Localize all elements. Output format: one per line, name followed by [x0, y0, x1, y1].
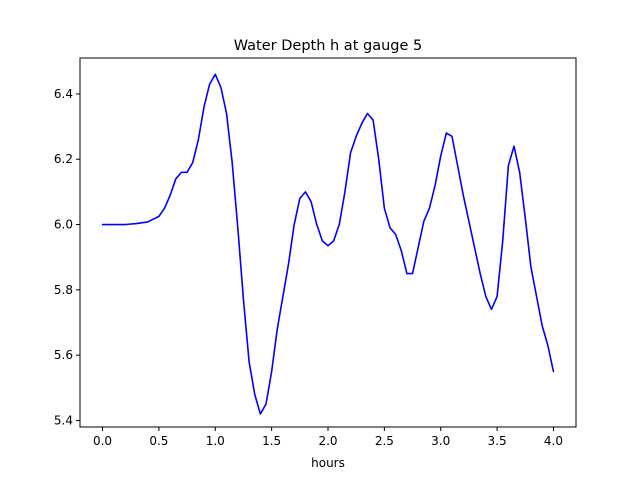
x-tick-label: 2.0: [318, 434, 337, 448]
x-tick-label: 0.5: [149, 434, 168, 448]
x-tick-label: 4.0: [544, 434, 563, 448]
y-tick-label: 5.8: [54, 283, 73, 297]
plot-area: [101, 73, 555, 415]
y-tick-label: 6.2: [54, 152, 73, 166]
x-tick-label: 1.0: [206, 434, 225, 448]
y-tick-label: 5.6: [54, 348, 73, 362]
y-tick-label: 5.4: [54, 413, 73, 427]
x-tick-label: 3.0: [431, 434, 450, 448]
x-tick-label: 0.0: [93, 434, 112, 448]
x-tick-label: 2.5: [375, 434, 394, 448]
y-tick-label: 6.4: [54, 87, 73, 101]
x-tick-label: 3.5: [488, 434, 507, 448]
y-tick-label: 6.0: [54, 218, 73, 232]
axes: 0.0 0.5 1.0 1.5 2.0 2.5 3.0 3.5 4.0 5.4 5.6 5.8 6.0 6…: [54, 57, 577, 448]
series-line-0: [101, 73, 555, 415]
chart-title: Water Depth h at gauge 5: [234, 38, 422, 54]
x-axis-label: hours: [311, 456, 345, 470]
x-tick-label: 1.5: [262, 434, 281, 448]
